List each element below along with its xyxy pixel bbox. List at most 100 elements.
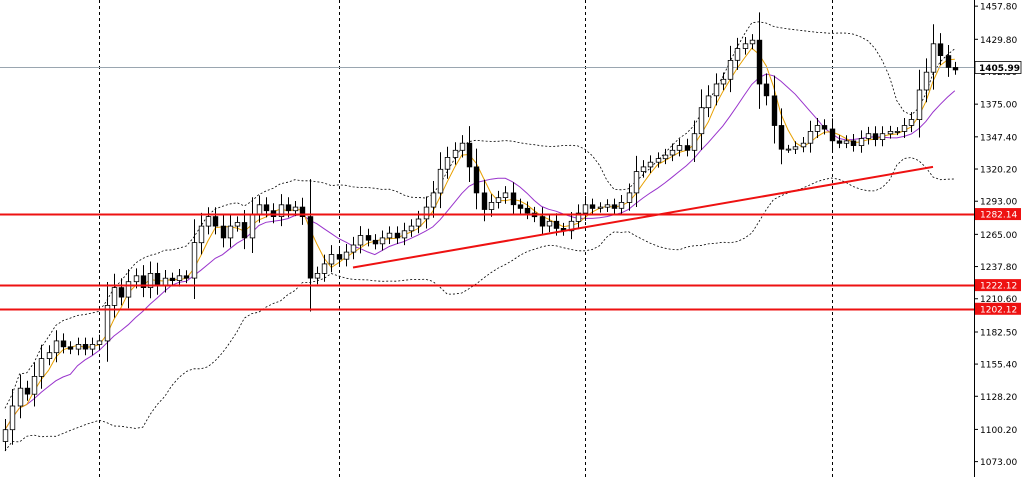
bullish-candle-body — [75, 343, 82, 350]
candle — [517, 198, 524, 214]
candle — [444, 146, 451, 179]
bullish-candle-body — [647, 161, 654, 168]
candle — [249, 197, 256, 254]
bullish-candle-body — [655, 158, 662, 163]
bearish-candle-body — [589, 204, 596, 209]
bearish-candle-body — [285, 204, 292, 212]
candle — [336, 247, 343, 266]
bullish-candle-body — [437, 168, 444, 194]
candle — [328, 245, 335, 273]
candle — [742, 36, 749, 55]
bullish-candle-body — [923, 71, 930, 91]
bullish-candle-body — [31, 375, 38, 395]
candle — [705, 85, 712, 118]
bearish-candle-body — [821, 125, 828, 130]
candle — [756, 12, 763, 109]
price-tick-label: 1100.20 — [980, 426, 1017, 436]
candle — [662, 148, 669, 165]
bullish-candle-body — [125, 281, 132, 298]
candle — [850, 134, 857, 152]
candle — [502, 186, 509, 204]
bullish-candle-body — [640, 166, 647, 172]
bullish-candle-body — [633, 171, 640, 194]
current-price-label: 1405.99 — [979, 64, 1020, 74]
candle — [430, 180, 437, 218]
candle — [800, 137, 807, 153]
candle — [575, 204, 582, 230]
bullish-candle-body — [278, 204, 285, 218]
candle — [154, 262, 161, 295]
candle — [350, 236, 357, 260]
candle — [952, 61, 959, 75]
bearish-candle-body — [365, 235, 372, 241]
bullish-candle-body — [626, 192, 633, 203]
bullish-candle-body — [444, 156, 451, 170]
bearish-candle-body — [140, 275, 147, 288]
candle — [2, 419, 9, 451]
bullish-candle-body — [96, 340, 103, 345]
bearish-candle-body — [872, 133, 879, 140]
candle — [647, 155, 654, 173]
bearish-candle-body — [937, 43, 944, 56]
candle — [176, 268, 183, 287]
bullish-candle-body — [814, 125, 821, 132]
level-price-tag — [975, 208, 1021, 221]
bullish-candle-body — [618, 201, 625, 209]
candle — [771, 75, 778, 144]
bearish-candle-body — [473, 166, 480, 194]
candle — [401, 222, 408, 246]
bullish-candle-body — [734, 48, 741, 61]
bullish-candle-body — [176, 275, 183, 281]
bullish-candle-body — [575, 212, 582, 222]
bullish-candle-body — [9, 405, 16, 431]
bearish-candle-body — [154, 272, 161, 286]
candle — [423, 196, 430, 229]
level-price-label: 1202.12 — [980, 305, 1017, 315]
bullish-candle-body — [256, 204, 263, 215]
candle — [241, 209, 248, 250]
candle — [546, 214, 553, 233]
candle — [452, 142, 459, 165]
candle — [604, 199, 611, 213]
candle — [734, 37, 741, 70]
bullish-candle-body — [597, 206, 604, 209]
bearish-candle-body — [241, 222, 248, 239]
bullish-candle-body — [887, 130, 894, 135]
candle — [879, 126, 886, 147]
bullish-candle-body — [321, 263, 328, 274]
candle — [785, 144, 792, 153]
candle — [495, 190, 502, 209]
bearish-candle-body — [684, 145, 691, 151]
price-axis: 1457.801429.801402.501375.001347.401320.… — [974, 0, 1022, 477]
bullish-candle-body — [2, 429, 9, 442]
bullish-candle-body — [191, 242, 198, 279]
trendline[interactable] — [352, 165, 934, 269]
bearish-candle-body — [553, 220, 560, 229]
candle — [727, 45, 734, 93]
candle — [147, 261, 154, 299]
candle — [408, 219, 415, 237]
bullish-candle-body — [604, 204, 611, 208]
bearish-candle-body — [611, 204, 618, 209]
bearish-candle-body — [118, 287, 125, 298]
bullish-candle-body — [800, 142, 807, 148]
candle — [314, 266, 321, 285]
bearish-candle-body — [771, 95, 778, 126]
candle — [125, 269, 132, 309]
bullish-candle-body — [488, 201, 495, 210]
bearish-candle-body — [945, 55, 952, 68]
bullish-candle-body — [147, 272, 154, 288]
candle — [945, 44, 952, 77]
candle — [357, 226, 364, 254]
candle — [814, 118, 821, 139]
level-price-tag — [975, 302, 1021, 315]
bearish-candle-body — [539, 216, 546, 227]
candle — [763, 73, 770, 106]
candle — [75, 337, 82, 356]
bullish-candle-body — [343, 251, 350, 260]
candle — [597, 202, 604, 213]
bullish-candle-body — [916, 89, 923, 121]
bullish-candle-body — [785, 148, 792, 151]
candle — [9, 388, 16, 445]
